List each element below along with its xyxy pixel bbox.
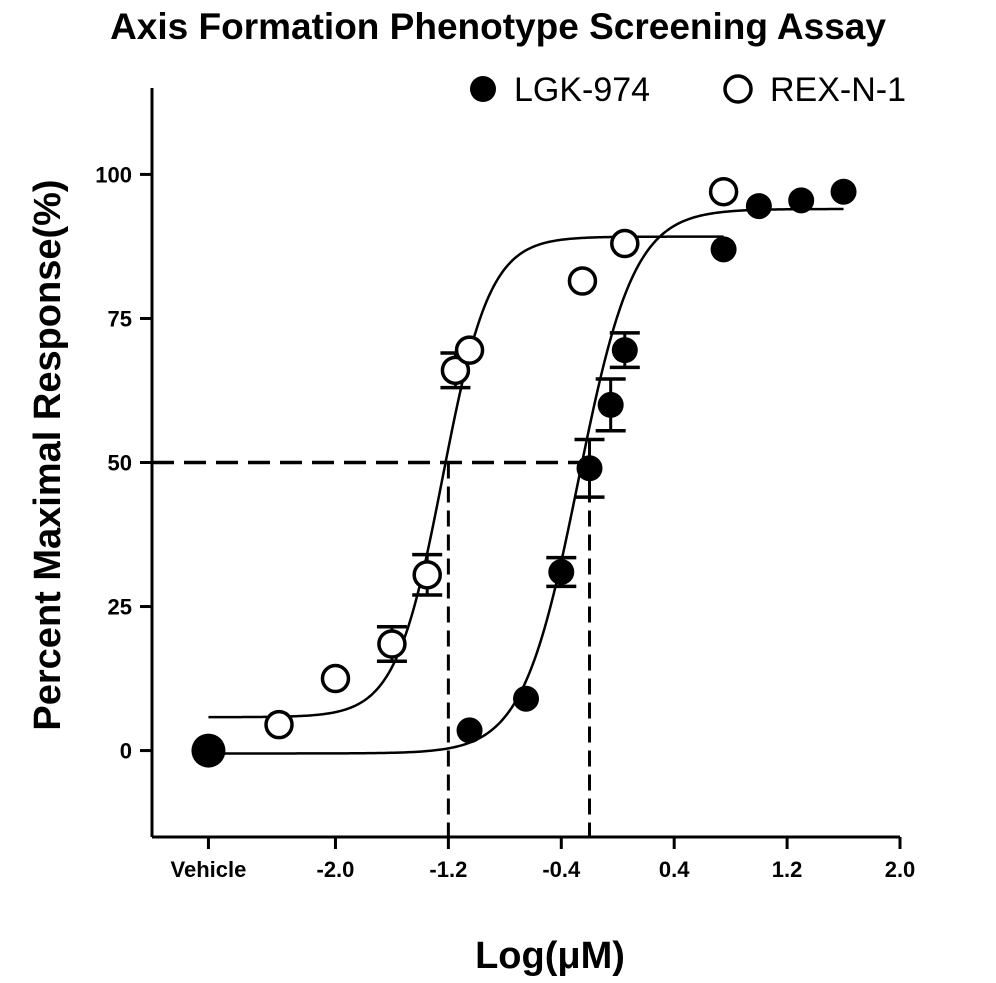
data-point-lgk974 <box>711 236 737 262</box>
x-tick-label: 2.0 <box>885 857 916 882</box>
y-tick-label: 50 <box>108 451 132 476</box>
data-point-rexn1 <box>612 231 638 257</box>
x-tick-label: -0.4 <box>542 857 581 882</box>
data-points <box>191 179 856 768</box>
y-tick-label: 100 <box>95 162 132 187</box>
x-tick-label: 0.4 <box>659 857 690 882</box>
data-point-rexn1 <box>379 631 405 657</box>
data-point-lgk974 <box>612 337 638 363</box>
axes <box>140 88 900 849</box>
data-point-lgk974 <box>191 734 225 768</box>
data-point-rexn1 <box>322 666 348 692</box>
fit-curves <box>208 209 843 753</box>
x-axis-label: Log(μM) <box>475 935 625 977</box>
data-point-rexn1 <box>414 562 440 588</box>
x-tick-label: Vehicle <box>171 857 247 882</box>
x-tick-label: -2.0 <box>317 857 355 882</box>
data-point-lgk974 <box>577 455 603 481</box>
legend-label-rexn1: REX-N-1 <box>770 71 906 109</box>
fit-curve-rexn1 <box>208 237 723 717</box>
data-point-lgk974 <box>831 179 857 205</box>
data-point-rexn1 <box>457 337 483 363</box>
data-point-lgk974 <box>788 187 814 213</box>
data-point-lgk974 <box>598 392 624 418</box>
data-point-lgk974 <box>746 193 772 219</box>
legend-marker-lgk974 <box>470 76 496 102</box>
ec50-guides <box>152 463 590 838</box>
tick-labels: 0 25 50 75 100 -2.0 -1.2 -0.4 0.4 1.2 2.0 Vehicle <box>95 162 915 882</box>
data-point-rexn1 <box>711 179 737 205</box>
x-tick-label: -1.2 <box>429 857 467 882</box>
y-tick-label: 25 <box>108 595 132 620</box>
data-point-lgk974 <box>548 559 574 585</box>
y-tick-label: 0 <box>120 739 132 764</box>
fit-curve-lgk974 <box>208 209 843 753</box>
legend-label-lgk974: LGK-974 <box>514 71 650 109</box>
legend: LGK-974 REX-N-1 <box>470 71 906 109</box>
x-tick-label: 1.2 <box>772 857 803 882</box>
y-tick-label: 75 <box>108 306 132 331</box>
data-point-lgk974 <box>457 717 483 743</box>
data-point-lgk974 <box>513 686 539 712</box>
data-point-rexn1 <box>569 268 595 294</box>
legend-marker-rexn1 <box>725 76 751 102</box>
y-axis-label: Percent Maximal Response(%) <box>27 179 69 730</box>
data-point-rexn1 <box>266 712 292 738</box>
